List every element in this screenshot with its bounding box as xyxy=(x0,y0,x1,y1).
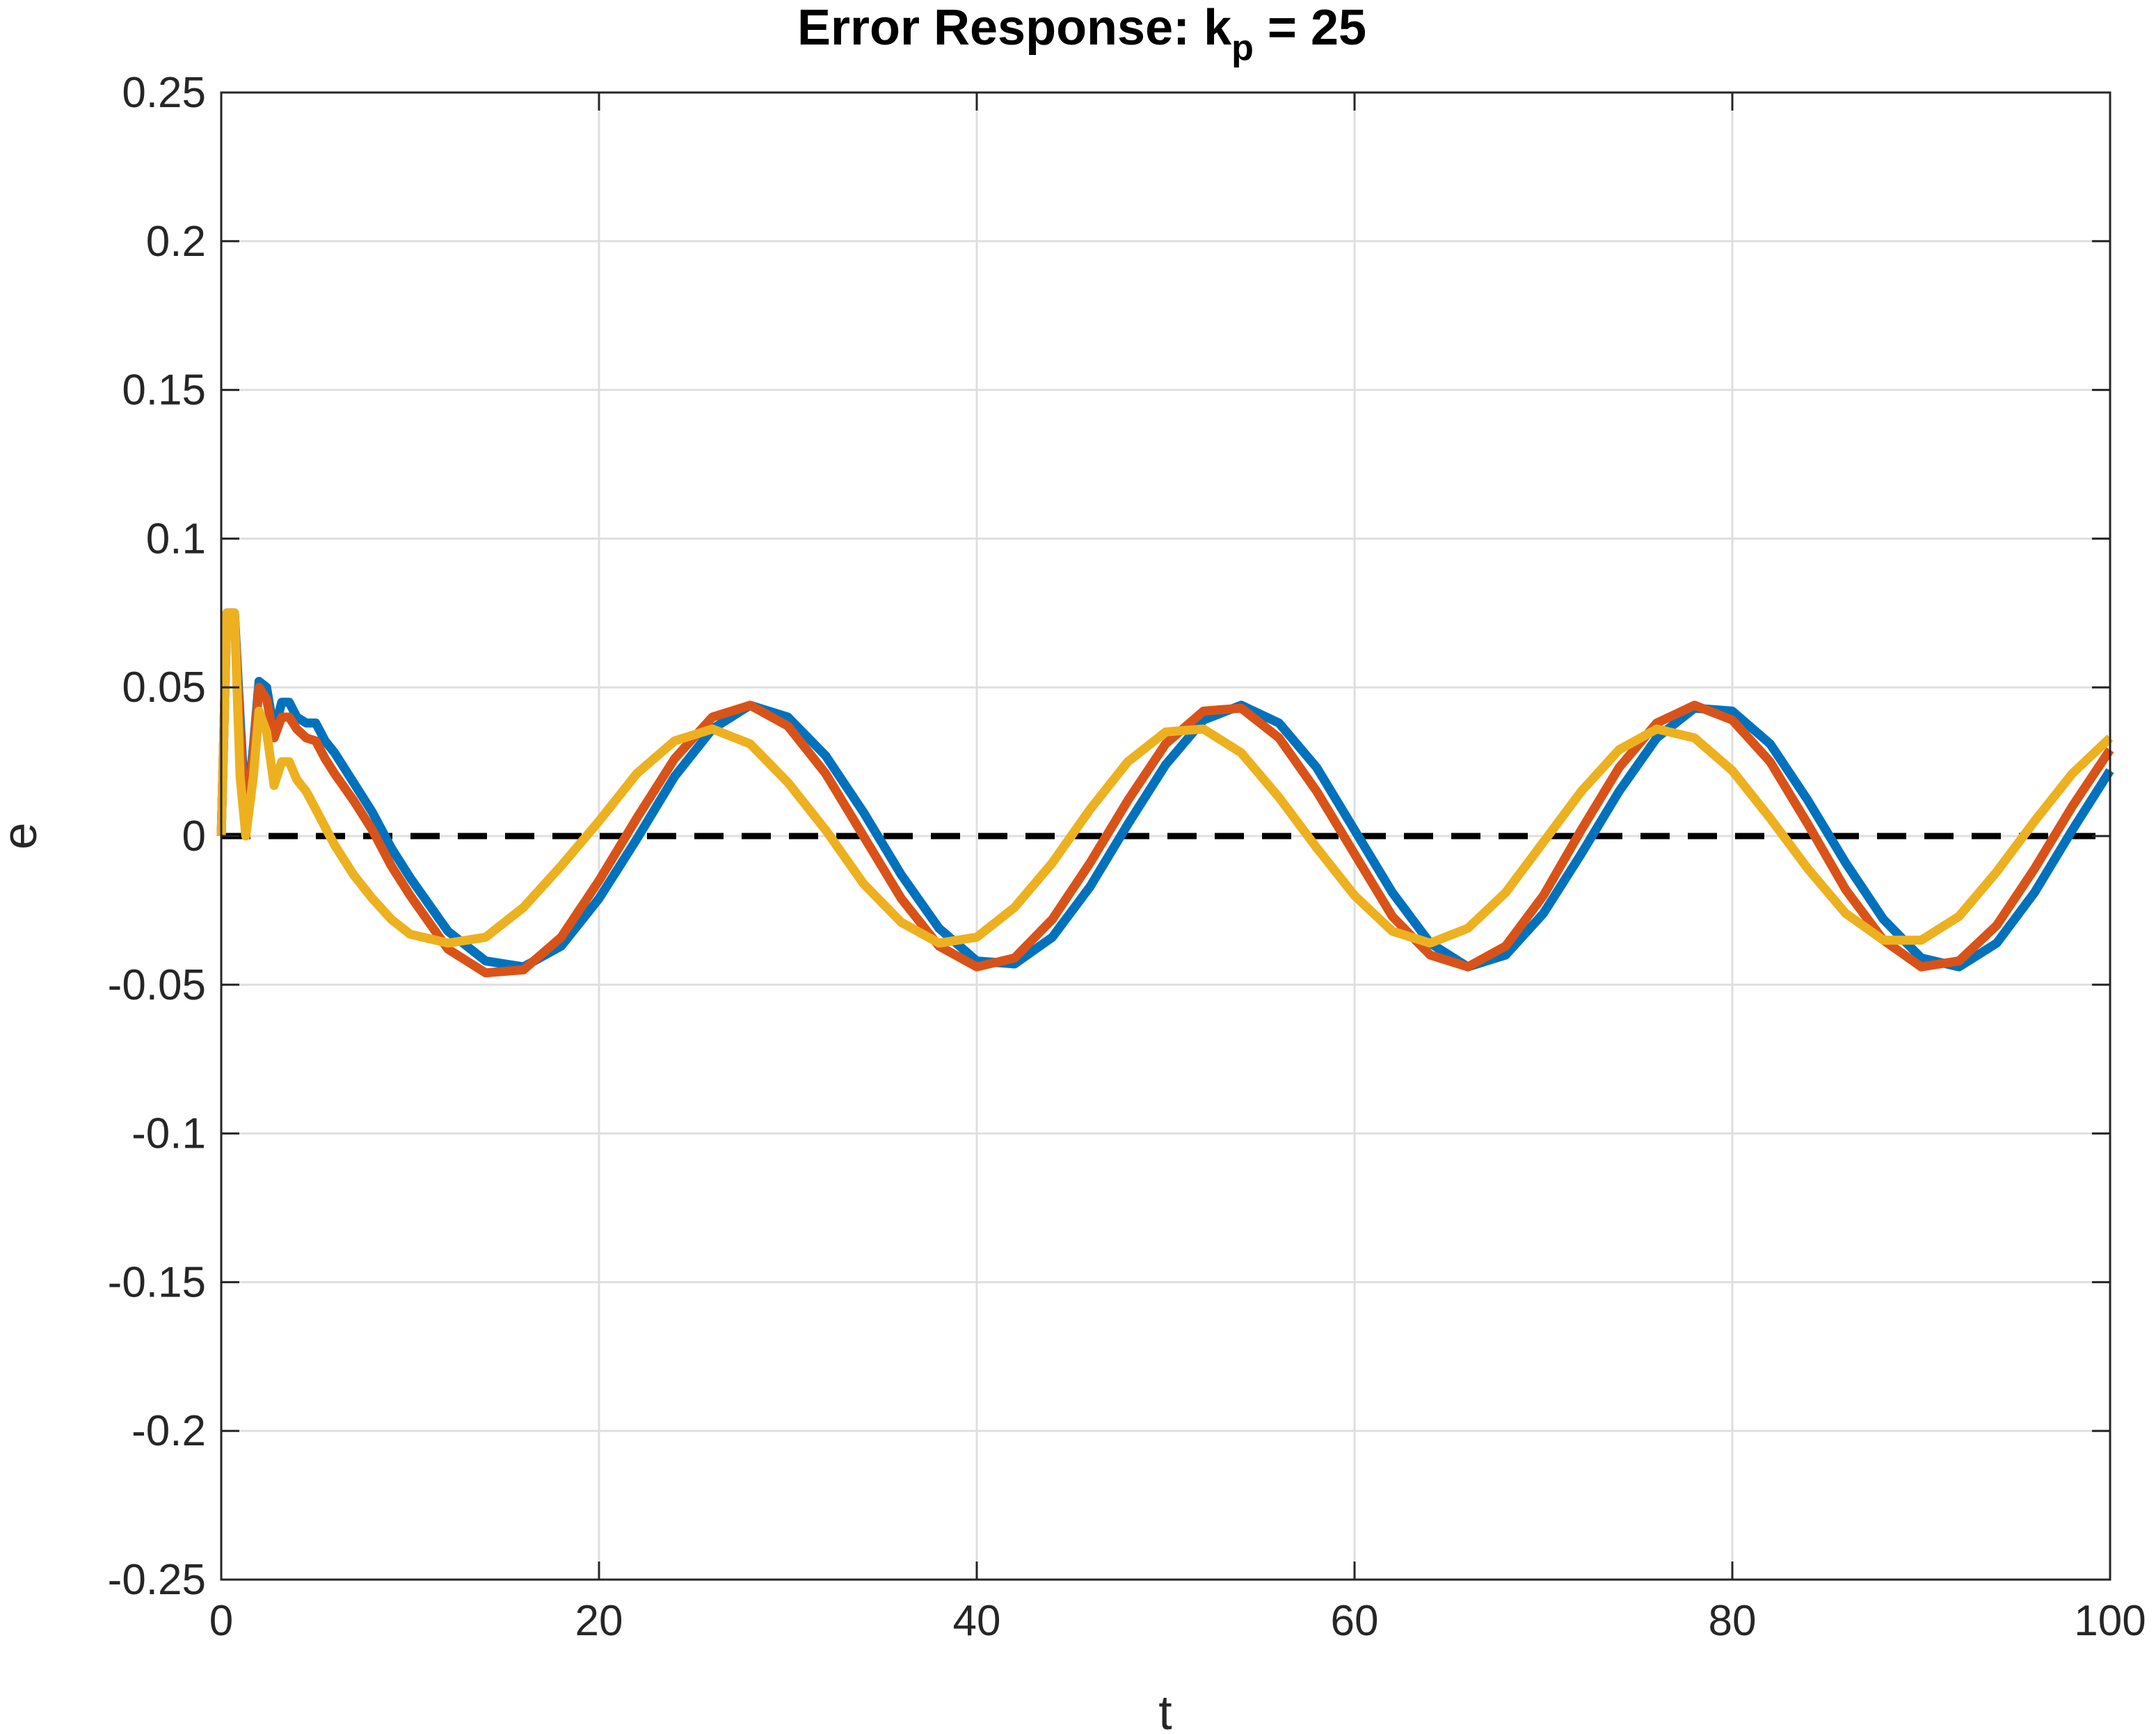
x-tick-label-0: 0 xyxy=(209,1597,233,1645)
y-tick-label-2: -0.15 xyxy=(108,1258,206,1306)
chart-title: Error Response: kp = 25 xyxy=(797,0,1366,68)
x-tick-label-4: 80 xyxy=(1709,1597,1757,1645)
y-tick-label-6: 0.05 xyxy=(122,664,206,712)
y-tick-labels: -0.25 -0.2 -0.15 -0.1 -0.05 0 0.05 0.1 0.15 0.2 0.… xyxy=(108,69,206,1604)
y-tick-label-4: -0.05 xyxy=(108,961,206,1009)
axes xyxy=(220,91,2111,1581)
y-tick-label-1: -0.2 xyxy=(131,1407,206,1455)
y-axis-label: e xyxy=(0,823,47,850)
chart-title-subscript: p xyxy=(1231,28,1254,68)
x-tick-label-3: 60 xyxy=(1331,1597,1379,1645)
y-tick-label-5: 0 xyxy=(182,812,206,860)
series-line-3 xyxy=(216,608,2114,948)
y-tick-label-3: -0.1 xyxy=(131,1110,206,1158)
y-tick-label-7: 0.1 xyxy=(146,515,206,563)
x-tick-labels: 0 20 40 60 80 100 xyxy=(209,1597,2146,1645)
series-group xyxy=(216,608,2114,978)
y-tick-label-9: 0.2 xyxy=(146,218,206,266)
grid xyxy=(220,91,2111,1581)
series-line-2 xyxy=(216,608,2114,978)
x-tick-label-1: 20 xyxy=(575,1597,623,1645)
y-tick-label-8: 0.15 xyxy=(122,367,206,415)
x-axis-label: t xyxy=(1158,1685,1172,1734)
x-tick-label-5: 100 xyxy=(2074,1597,2146,1645)
chart-title-suffix: = 25 xyxy=(1254,0,1366,56)
chart-title-prefix: Error Response: k xyxy=(797,0,1232,56)
y-tick-label-0: -0.25 xyxy=(108,1556,206,1604)
y-tick-label-10: 0.25 xyxy=(122,69,206,117)
x-tick-label-2: 40 xyxy=(953,1597,1001,1645)
